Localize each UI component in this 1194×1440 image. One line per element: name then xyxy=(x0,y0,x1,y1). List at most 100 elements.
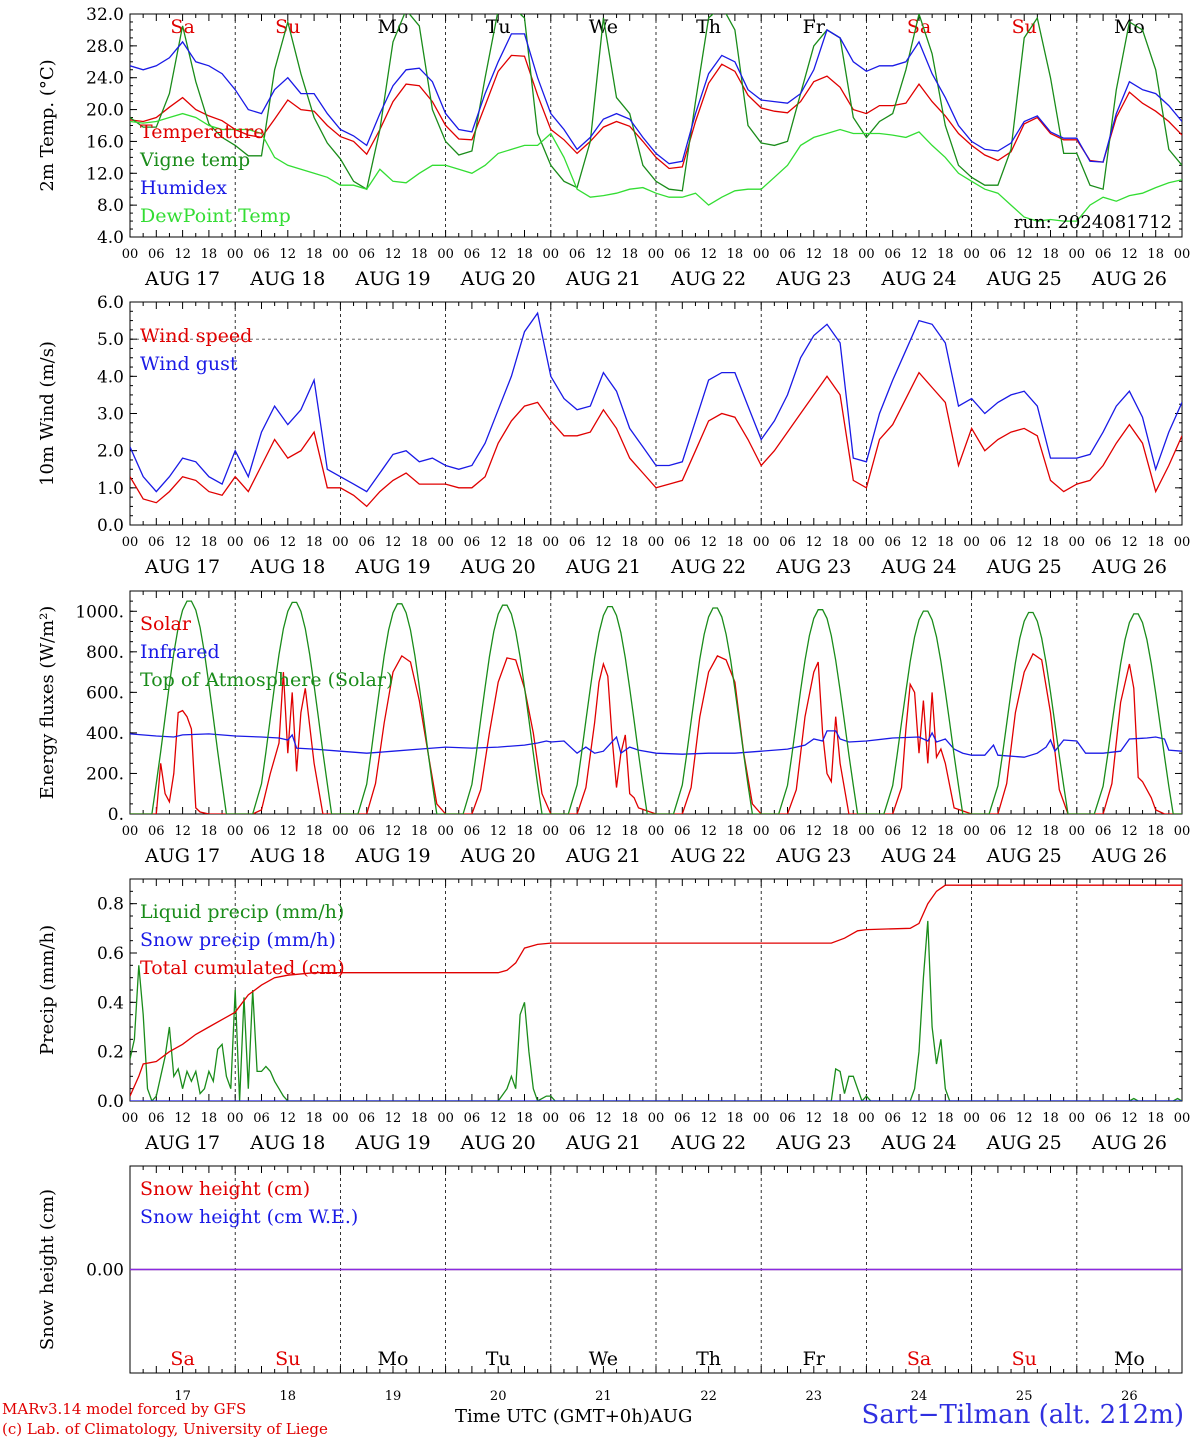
y-tick-label: 0.8 xyxy=(97,895,124,915)
panel-3: 0. 200. 400. 600. 800. 1000. Energy fluxes (W/… xyxy=(37,590,1190,867)
date-label: AUG 18 xyxy=(249,268,325,290)
hour-tick-label: 00 xyxy=(753,247,770,262)
date-label: AUG 25 xyxy=(986,845,1062,867)
y-tick-label: 1.0 xyxy=(97,479,124,499)
hour-tick-label: 12 xyxy=(911,1111,928,1126)
day-number-label: 19 xyxy=(385,1389,402,1404)
hour-tick-label: 06 xyxy=(674,247,691,262)
legend-entry: Wind speed xyxy=(140,325,252,347)
hour-tick-label: 06 xyxy=(464,247,481,262)
hour-tick-label: 00 xyxy=(437,535,454,550)
hour-tick-label: 12 xyxy=(280,247,297,262)
hour-tick-label: 06 xyxy=(253,1111,270,1126)
hour-tick-label: 18 xyxy=(621,1111,638,1126)
hour-tick-label: 00 xyxy=(543,1111,560,1126)
hour-tick-label: 00 xyxy=(543,535,560,550)
hour-tick-label: 06 xyxy=(884,247,901,262)
hour-tick-label: 12 xyxy=(1121,535,1138,550)
series-line-humidex xyxy=(130,28,1182,165)
weekday-label: Sa xyxy=(907,1348,931,1370)
hour-tick-label: 00 xyxy=(332,247,349,262)
panel-2: 0.0 1.0 2.0 3.0 4.0 5.0 6.0 10m Wind (m/s) 00 06 1… xyxy=(37,293,1190,578)
hour-tick-label: 12 xyxy=(490,535,507,550)
hour-tick-label: 06 xyxy=(148,247,165,262)
legend-entry: Solar xyxy=(140,613,192,635)
day-number-label: 24 xyxy=(911,1389,928,1404)
hour-tick-label: 00 xyxy=(1069,247,1086,262)
hour-tick-label: 06 xyxy=(464,535,481,550)
date-label: AUG 24 xyxy=(880,1132,956,1154)
hour-tick-label: 00 xyxy=(122,1111,139,1126)
date-label: AUG 25 xyxy=(986,268,1062,290)
hour-tick-label: 00 xyxy=(1069,824,1086,839)
weekday-label: Sa xyxy=(170,1348,194,1370)
hour-tick-label: 18 xyxy=(1147,824,1164,839)
date-label: AUG 20 xyxy=(460,1132,536,1154)
hour-tick-label: 06 xyxy=(464,824,481,839)
hour-tick-label: 06 xyxy=(674,824,691,839)
hour-tick-label: 00 xyxy=(227,824,244,839)
y-tick-label: 4.0 xyxy=(97,367,124,387)
hour-tick-label: 06 xyxy=(674,535,691,550)
hour-tick-label: 00 xyxy=(437,1111,454,1126)
hour-tick-label: 12 xyxy=(1016,247,1033,262)
hour-tick-label: 18 xyxy=(411,247,428,262)
hour-tick-label: 18 xyxy=(201,824,218,839)
panel-4: 0.0 0.2 0.4 0.6 0.8 Precip (mm/h) 00 06 12 18 AUG … xyxy=(37,878,1190,1154)
series-group xyxy=(130,884,1182,1101)
hour-tick-label: 00 xyxy=(753,535,770,550)
hour-tick-label: 12 xyxy=(1016,535,1033,550)
hour-tick-label: 18 xyxy=(516,247,533,262)
hour-tick-label: 00 xyxy=(122,535,139,550)
hour-tick-label: 18 xyxy=(516,1111,533,1126)
y-tick-label: 5.0 xyxy=(97,330,124,350)
hour-tick-label: 18 xyxy=(1147,1111,1164,1126)
hour-tick-label: 12 xyxy=(174,1111,191,1126)
hour-tick-label: 00 xyxy=(963,535,980,550)
hour-tick-label: 00 xyxy=(648,247,665,262)
date-label: AUG 24 xyxy=(880,845,956,867)
legend-entry: Top of Atmosphere (Solar) xyxy=(140,669,393,691)
legend-entry: Total cumulated (cm) xyxy=(140,957,345,979)
legend-entry: Snow height (cm) xyxy=(140,1178,310,1200)
hour-tick-label: 00 xyxy=(227,535,244,550)
date-label: AUG 23 xyxy=(775,556,851,578)
hour-tick-label: 18 xyxy=(621,824,638,839)
hour-tick-label: 12 xyxy=(280,1111,297,1126)
hour-tick-label: 06 xyxy=(1095,535,1112,550)
day-number-label: 18 xyxy=(280,1389,297,1404)
date-label: AUG 26 xyxy=(1091,268,1167,290)
hour-tick-label: 12 xyxy=(385,535,402,550)
hour-tick-label: 00 xyxy=(332,824,349,839)
y-tick-label: 16.0 xyxy=(86,132,124,152)
hour-tick-label: 00 xyxy=(437,824,454,839)
hour-tick-label: 18 xyxy=(727,824,744,839)
y-tick-label: 20.0 xyxy=(86,101,124,121)
weekday-label: Su xyxy=(275,1348,300,1370)
hour-tick-label: 06 xyxy=(358,247,375,262)
hour-tick-label: 12 xyxy=(280,824,297,839)
weekday-label: Sa xyxy=(907,16,931,38)
hour-tick-label: 12 xyxy=(911,535,928,550)
hour-tick-label: 12 xyxy=(1016,1111,1033,1126)
series-line-temperature xyxy=(130,54,1182,170)
hour-tick-label: 18 xyxy=(832,247,849,262)
hour-tick-label: 06 xyxy=(884,535,901,550)
hour-tick-label: 12 xyxy=(490,1111,507,1126)
hour-tick-label: 00 xyxy=(963,1111,980,1126)
day-number-label: 22 xyxy=(700,1389,717,1404)
hour-tick-label: 12 xyxy=(385,1111,402,1126)
hour-tick-label: 18 xyxy=(516,824,533,839)
hour-tick-label: 06 xyxy=(148,1111,165,1126)
date-label: AUG 26 xyxy=(1091,845,1167,867)
hour-tick-label: 18 xyxy=(832,824,849,839)
hour-tick-label: 06 xyxy=(253,824,270,839)
month-label: AUG xyxy=(649,1406,693,1427)
hour-tick-label: 18 xyxy=(727,1111,744,1126)
y-tick-label: 0. xyxy=(108,805,124,825)
date-label: AUG 21 xyxy=(565,1132,641,1154)
hour-tick-label: 12 xyxy=(911,824,928,839)
hour-tick-label: 06 xyxy=(990,824,1007,839)
hour-tick-label: 18 xyxy=(832,1111,849,1126)
